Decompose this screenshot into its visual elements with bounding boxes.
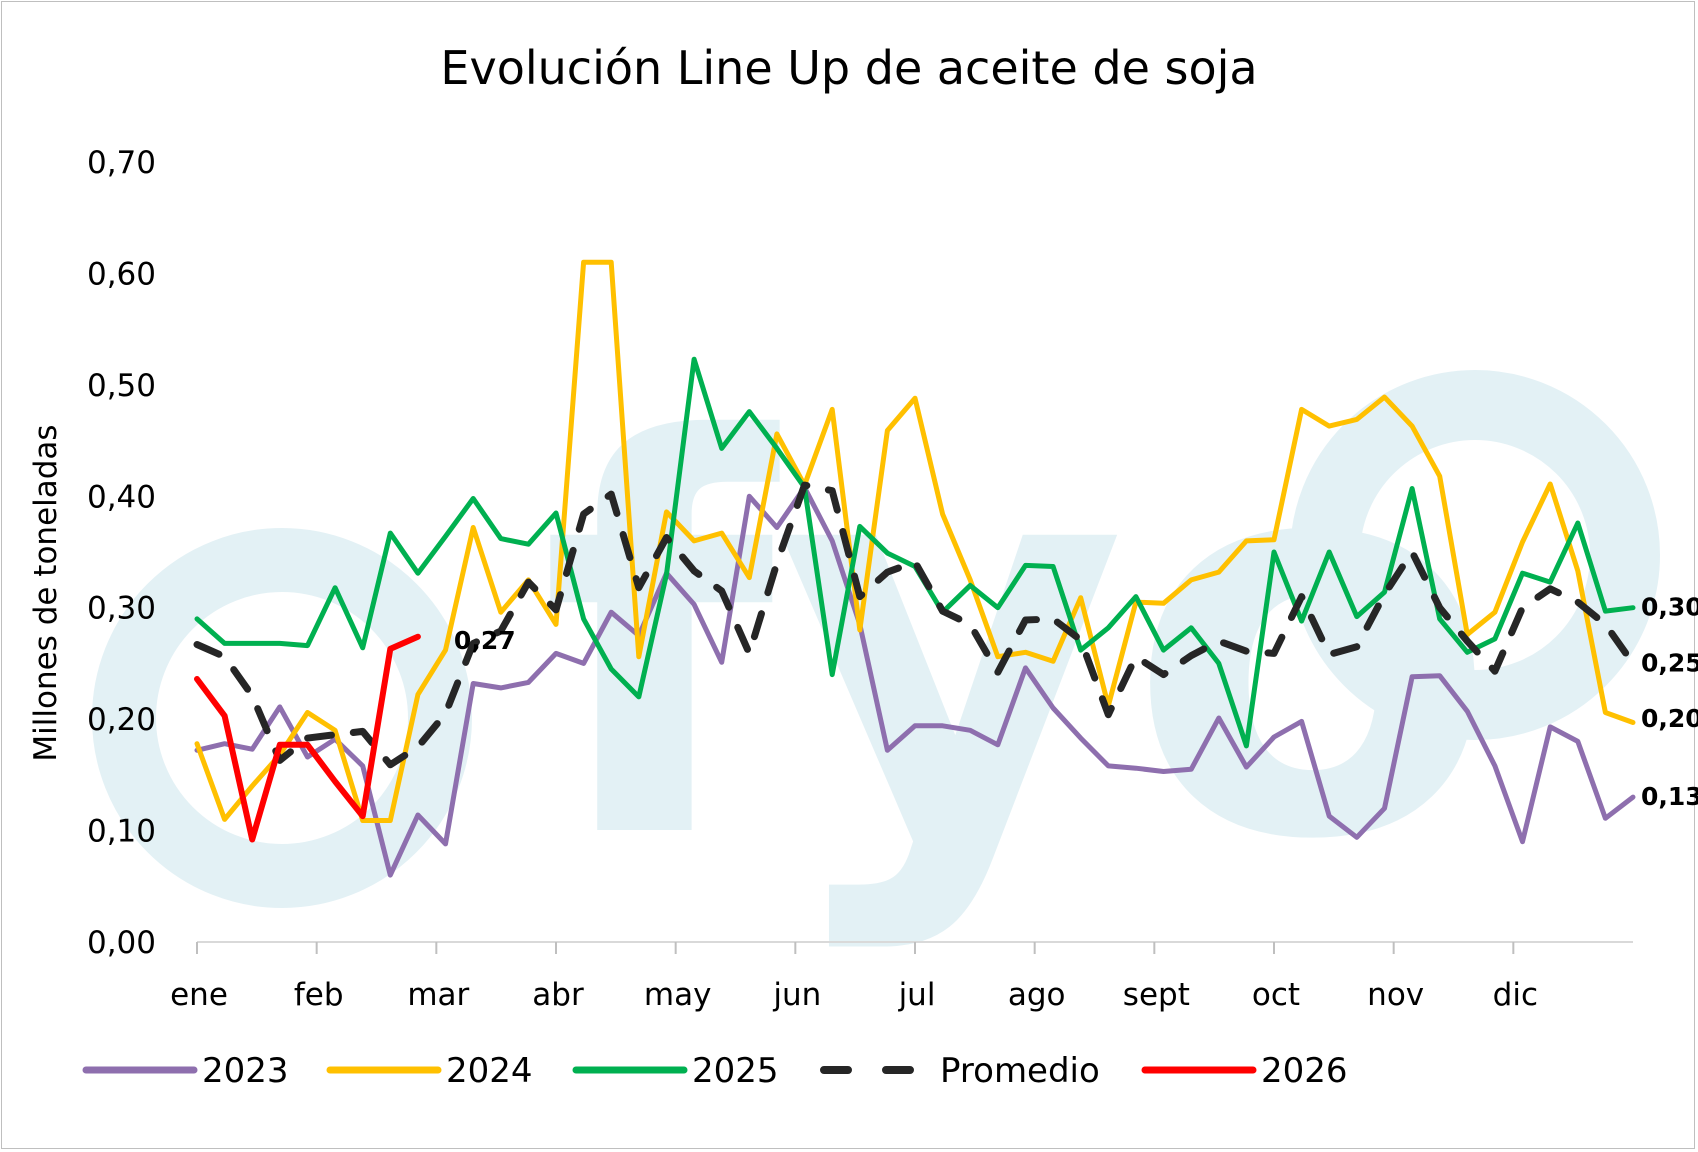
end-value-label: 0,13 [1641, 782, 1698, 811]
end-labels: 0,27 0,30 0,25 0,20 0,13 [454, 593, 1698, 811]
x-tick-label: jun [772, 977, 821, 1013]
series-line-2026 [194, 633, 421, 843]
x-tick-label: feb [294, 977, 344, 1013]
y-tick-label: 0,00 [87, 925, 156, 961]
x-tick-label: jul [898, 977, 936, 1013]
end-value-label: 0,25 [1641, 648, 1698, 677]
series-line-promedio [193, 481, 1637, 769]
series-layer [193, 259, 1637, 878]
end-value-label: 0,30 [1641, 593, 1698, 622]
y-tick-label: 0,40 [87, 479, 156, 515]
x-tick-label: oct [1252, 977, 1300, 1013]
y-axis-ticks: 0,00 0,10 0,20 0,30 0,40 0,50 0,60 0,70 [87, 145, 156, 961]
series-line-2023 [194, 484, 1636, 878]
x-tick-label: sept [1123, 977, 1190, 1013]
y-axis-label: Millones de toneladas [28, 424, 64, 761]
legend-label-2023: 2023 [202, 1051, 289, 1091]
legend-label-2025: 2025 [692, 1051, 779, 1091]
y-tick-label: 0,50 [87, 368, 156, 404]
legend: 2023 2024 2025 Promedio 2026 [82, 1051, 1348, 1091]
x-tick-label: ago [1008, 977, 1066, 1013]
x-tick-label: may [644, 977, 712, 1013]
x-tick-label: nov [1367, 977, 1424, 1013]
watermark-ring-right [1290, 370, 1660, 740]
y-tick-label: 0,70 [87, 145, 156, 181]
y-tick-label: 0,10 [87, 814, 156, 850]
chart-title: Evolución Line Up de aceite de soja [440, 41, 1257, 95]
x-tick-label: abr [532, 977, 584, 1013]
x-tick-label: ene [170, 977, 228, 1013]
series-line-2024 [194, 259, 1636, 823]
end-value-label: 0,27 [454, 626, 516, 655]
x-tick-label: mar [407, 977, 469, 1013]
y-tick-label: 0,20 [87, 702, 156, 738]
x-tick-label: dic [1493, 977, 1538, 1013]
legend-label-2024: 2024 [446, 1051, 533, 1091]
y-tick-label: 0,30 [87, 591, 156, 627]
y-tick-label: 0,60 [87, 256, 156, 292]
end-value-label: 0,20 [1641, 704, 1698, 733]
x-axis: ene feb mar abr may jun jul ago sept oct nov dic [170, 941, 1633, 1013]
legend-label-promedio: Promedio [940, 1051, 1100, 1091]
watermark-ring-left [92, 528, 472, 908]
watermark-logo: fyo [92, 330, 1660, 958]
legend-label-2026: 2026 [1261, 1051, 1348, 1091]
